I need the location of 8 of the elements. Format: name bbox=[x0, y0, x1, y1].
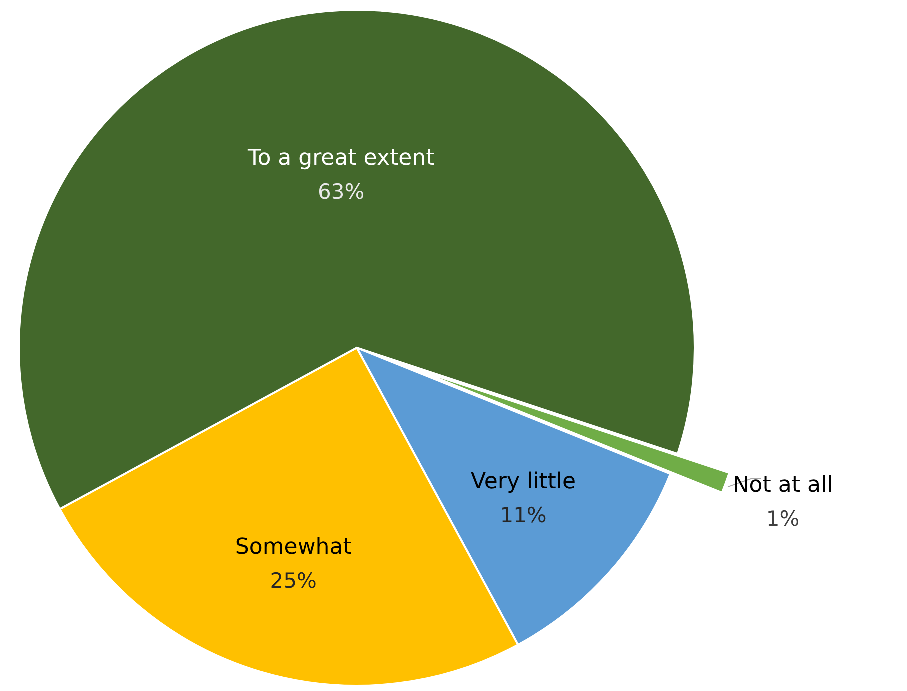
data-label: 11% bbox=[500, 503, 547, 528]
data-label: 25% bbox=[270, 568, 317, 593]
slice-label: Not at all bbox=[732, 473, 834, 498]
slice-label: Somewhat bbox=[235, 534, 352, 560]
data-label: 63% bbox=[318, 180, 365, 204]
slice-label: To a great extent bbox=[247, 146, 436, 171]
slice-label: Very little bbox=[471, 469, 576, 494]
data-label: 1% bbox=[766, 507, 800, 532]
